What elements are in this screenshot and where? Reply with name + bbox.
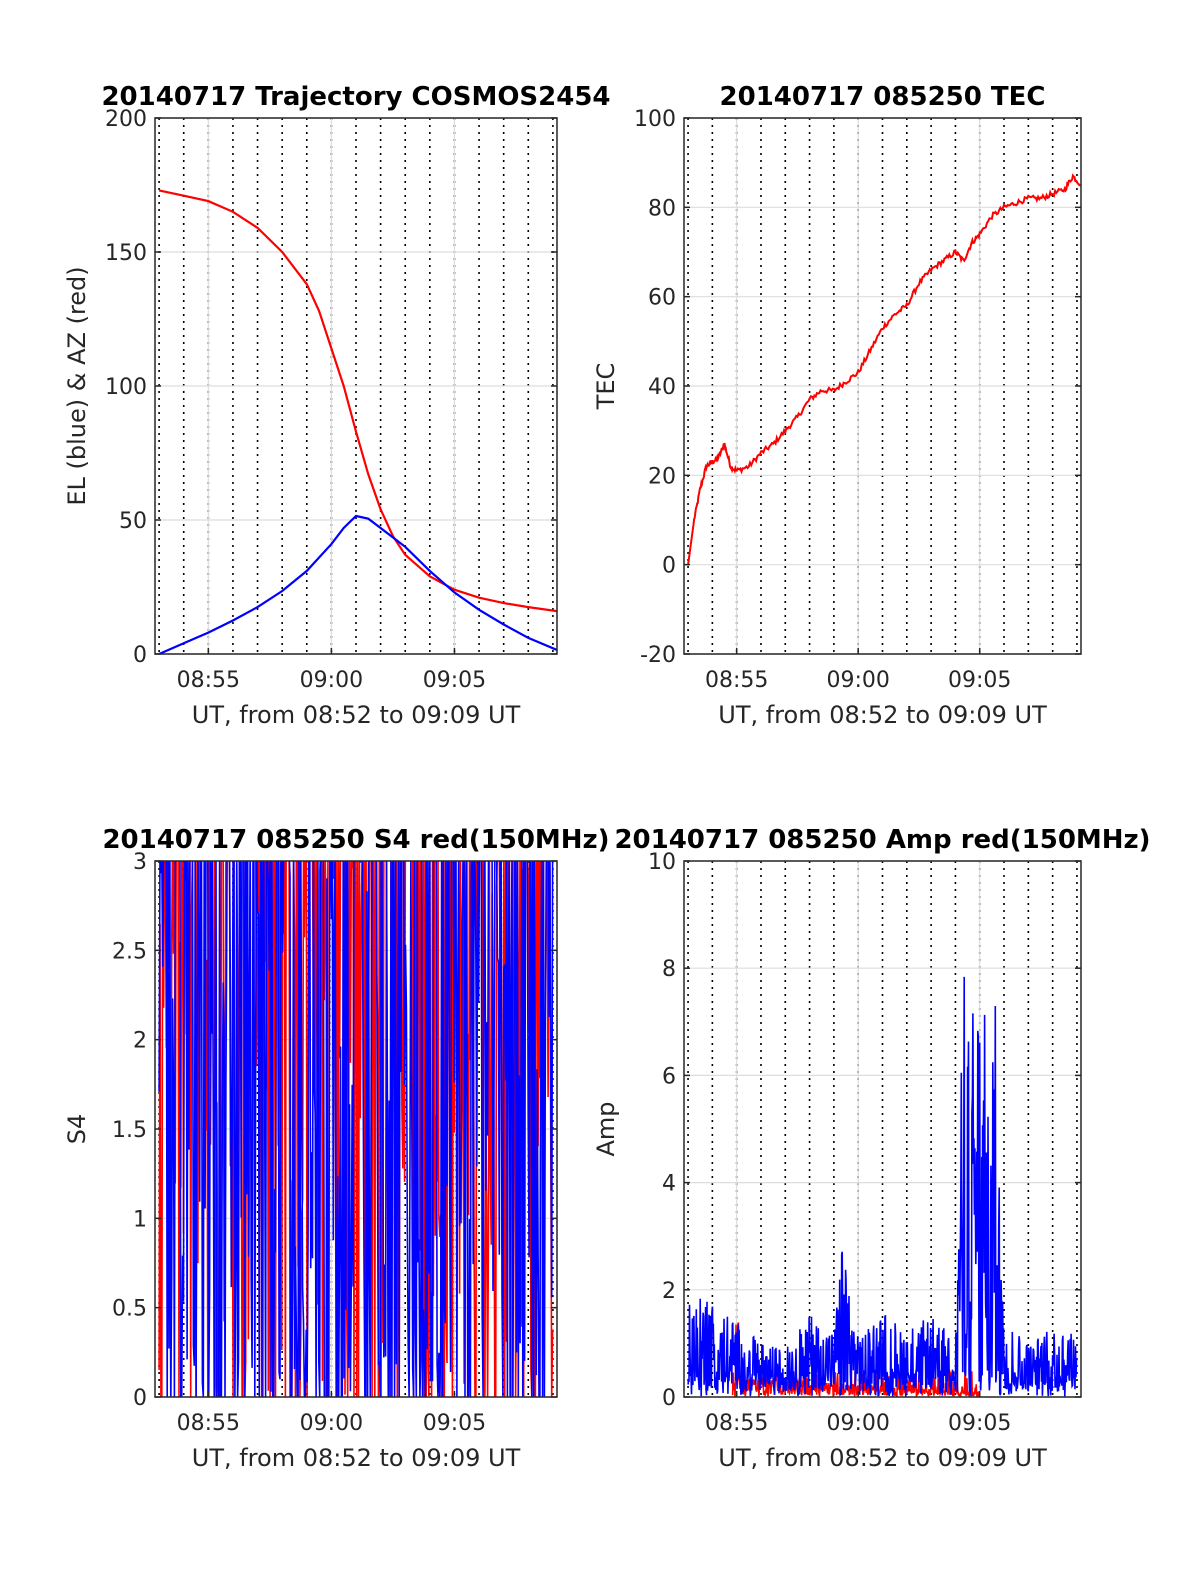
y-tick-label: 2 <box>133 1029 147 1054</box>
y-tick-label: 0 <box>662 554 676 579</box>
y-tick-label: 100 <box>105 375 147 400</box>
y-tick-label: 150 <box>105 241 147 266</box>
chart-s4: 0 0.5 1 1.5 2 2.5 3 08:55 09:00 09:05 20140717 085… <box>63 825 610 1472</box>
y-axis-label: Amp <box>592 1101 620 1156</box>
x-tick-label: 08:55 <box>705 1411 768 1436</box>
y-axis-label: EL (blue) & AZ (red) <box>63 266 91 505</box>
y-axis-label: TEC <box>592 363 620 411</box>
y-tick-label: 8 <box>662 957 676 982</box>
axes-frame <box>683 860 1082 1398</box>
series-line-red <box>158 189 557 613</box>
x-tick-label: 09:05 <box>423 1411 486 1436</box>
x-tick-label: 08:55 <box>705 668 768 693</box>
y-tick-label: 200 <box>105 107 147 132</box>
x-tick-label: 09:00 <box>300 668 363 693</box>
x-axis-label: UT, from 08:52 to 09:09 UT <box>718 1444 1047 1472</box>
y-tick-label: 0 <box>662 1386 676 1411</box>
plot-area <box>158 189 557 654</box>
chart-title: 20140717 085250 Amp red(150MHz) <box>614 825 1150 855</box>
y-tick-label: 100 <box>634 107 676 132</box>
x-axis-label: UT, from 08:52 to 09:09 UT <box>192 1444 521 1472</box>
y-tick-label: 1 <box>133 1207 147 1232</box>
x-tick-label: 09:00 <box>300 1411 363 1436</box>
chart-title: 20140717 085250 S4 red(150MHz) <box>102 825 609 855</box>
y-tick-label: 6 <box>662 1064 676 1089</box>
y-tick-label: 10 <box>648 850 676 875</box>
y-tick-label: 0.5 <box>112 1297 147 1322</box>
x-tick-label: 08:55 <box>177 1411 240 1436</box>
series-line-blue <box>158 514 557 654</box>
chart-title: 20140717 085250 TEC <box>720 82 1046 112</box>
plot-area <box>687 173 1081 565</box>
x-tick-label: 09:05 <box>948 668 1011 693</box>
series-trace-blue <box>158 861 554 1397</box>
y-tick-label: 2.5 <box>112 939 147 964</box>
x-tick-label: 09:00 <box>826 1411 889 1436</box>
y-tick-label: 40 <box>648 375 676 400</box>
series-trace-blue <box>687 976 1078 1397</box>
x-tick-label: 09:05 <box>948 1411 1011 1436</box>
y-tick-label: 2 <box>662 1279 676 1304</box>
plot-area <box>687 976 1078 1397</box>
x-tick-label: 08:55 <box>177 668 240 693</box>
x-axis-label: UT, from 08:52 to 09:09 UT <box>718 701 1047 729</box>
y-tick-label: 0 <box>133 643 147 668</box>
y-tick-label: 20 <box>648 464 676 489</box>
x-tick-label: 09:05 <box>423 668 486 693</box>
x-axis-label: UT, from 08:52 to 09:09 UT <box>192 701 521 729</box>
chart-title: 20140717 Trajectory COSMOS2454 <box>101 82 610 112</box>
series-line-tec <box>687 173 1081 565</box>
chart-tec: -20 0 20 40 60 80 100 08:55 09:00 09:05 20140717 0… <box>592 82 1082 729</box>
y-tick-label: 80 <box>648 196 676 221</box>
y-tick-label: 0 <box>133 1386 147 1411</box>
y-axis-label: S4 <box>63 1114 91 1145</box>
y-tick-label: -20 <box>640 643 676 668</box>
chart-traj: 0 50 100 150 200 08:55 09:00 09:05 20140717 Traj… <box>63 82 611 729</box>
y-tick-label: 4 <box>662 1172 676 1197</box>
plot-area <box>158 861 554 1397</box>
y-tick-label: 60 <box>648 286 676 311</box>
chart-amp: 0 2 4 6 8 10 08:55 09:00 09:05 20140717 085250 Am… <box>592 825 1151 1472</box>
y-tick-label: 50 <box>119 509 147 534</box>
x-tick-label: 09:00 <box>826 668 889 693</box>
y-tick-label: 1.5 <box>112 1118 147 1143</box>
y-tick-label: 3 <box>133 850 147 875</box>
